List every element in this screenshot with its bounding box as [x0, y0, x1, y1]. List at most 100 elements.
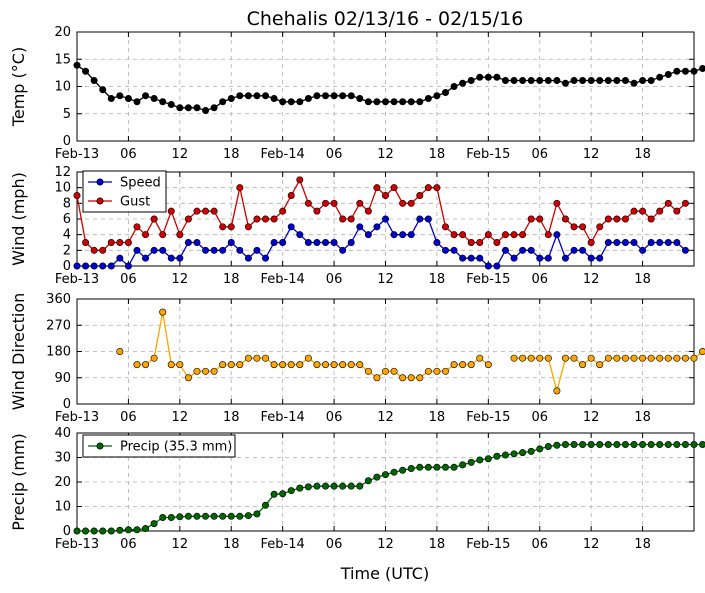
- data-point: [630, 239, 638, 247]
- data-point: [407, 199, 415, 207]
- x-tick-label: Feb-14: [261, 537, 305, 552]
- y-tick-label: 10: [54, 500, 71, 515]
- data-point: [356, 94, 364, 102]
- y-tick-label: 0: [63, 524, 71, 539]
- y-axis-label: Precip (mm): [9, 433, 28, 531]
- data-point: [124, 239, 132, 247]
- data-point: [373, 98, 381, 106]
- data-point: [544, 254, 552, 262]
- data-point: [416, 463, 424, 471]
- legend-marker: [96, 442, 104, 450]
- data-point: [339, 92, 347, 100]
- data-point: [253, 510, 261, 518]
- y-tick-label: 180: [46, 345, 71, 360]
- x-tick-label: 12: [172, 147, 189, 162]
- data-point: [202, 367, 210, 375]
- data-point: [347, 239, 355, 247]
- data-point: [407, 231, 415, 239]
- data-point: [596, 254, 604, 262]
- data-point: [407, 465, 415, 473]
- data-point: [501, 77, 509, 85]
- data-point: [270, 490, 278, 498]
- x-tick-label: Feb-14: [261, 410, 305, 425]
- data-point: [390, 367, 398, 375]
- series-1: [73, 61, 705, 114]
- data-point: [681, 67, 689, 75]
- data-point: [210, 512, 218, 520]
- panel-3: 0 90 180 270 360 Feb-13 06 12 18 Feb-14 06 12 18 Feb-…: [9, 292, 705, 425]
- data-point: [399, 374, 407, 382]
- data-point: [399, 98, 407, 106]
- data-point: [90, 77, 98, 85]
- data-point: [373, 473, 381, 481]
- data-point: [236, 246, 244, 254]
- data-point: [133, 246, 141, 254]
- data-point: [356, 361, 364, 369]
- x-tick-label: 06: [326, 537, 343, 552]
- chart-title: Chehalis 02/13/16 - 02/15/16: [247, 8, 524, 30]
- data-point: [424, 94, 432, 102]
- data-point: [142, 92, 150, 100]
- x-tick-label: Feb-15: [466, 147, 510, 162]
- data-point: [561, 79, 569, 87]
- data-point: [202, 512, 210, 520]
- x-tick-label: Feb-13: [55, 410, 99, 425]
- data-point: [99, 86, 107, 94]
- data-point: [647, 354, 655, 362]
- data-point: [262, 215, 270, 223]
- data-point: [399, 199, 407, 207]
- data-point: [673, 67, 681, 75]
- data-point: [613, 215, 621, 223]
- data-point: [262, 254, 270, 262]
- data-point: [244, 254, 252, 262]
- data-point: [150, 215, 158, 223]
- data-point: [441, 88, 449, 96]
- data-point: [193, 104, 201, 112]
- data-point: [210, 207, 218, 215]
- legend-label: Precip (35.3 mm): [120, 440, 232, 455]
- data-point: [390, 231, 398, 239]
- data-point: [604, 239, 612, 247]
- data-point: [656, 354, 664, 362]
- data-point: [99, 527, 107, 535]
- data-point: [304, 354, 312, 362]
- data-point: [150, 246, 158, 254]
- data-point: [296, 484, 304, 492]
- data-point: [596, 441, 604, 449]
- data-point: [381, 215, 389, 223]
- data-point: [219, 512, 227, 520]
- data-point: [587, 441, 595, 449]
- data-point: [364, 367, 372, 375]
- data-point: [287, 192, 295, 200]
- data-point: [381, 192, 389, 200]
- legend-box: [82, 170, 167, 213]
- data-point: [296, 98, 304, 106]
- data-point: [579, 361, 587, 369]
- data-point: [424, 367, 432, 375]
- y-tick-label: 5: [63, 107, 71, 122]
- data-point: [656, 73, 664, 81]
- data-point: [639, 207, 647, 215]
- data-point: [690, 67, 698, 75]
- data-point: [116, 347, 124, 355]
- data-point: [424, 463, 432, 471]
- y-tick-label: 4: [63, 228, 71, 243]
- data-point: [304, 483, 312, 491]
- x-tick-label: 18: [634, 147, 651, 162]
- data-point: [176, 254, 184, 262]
- data-point: [159, 514, 167, 522]
- data-point: [467, 77, 475, 85]
- y-tick-label: 10: [54, 80, 71, 95]
- data-point: [484, 73, 492, 81]
- data-point: [322, 482, 330, 490]
- data-point: [347, 361, 355, 369]
- legend: Speed Gust: [82, 170, 167, 213]
- data-point: [579, 77, 587, 85]
- x-tick-label: 12: [583, 272, 600, 287]
- data-point: [330, 92, 338, 100]
- data-point: [373, 184, 381, 192]
- x-tick-label: 18: [223, 537, 240, 552]
- data-point: [664, 199, 672, 207]
- data-point: [459, 361, 467, 369]
- data-point: [142, 254, 150, 262]
